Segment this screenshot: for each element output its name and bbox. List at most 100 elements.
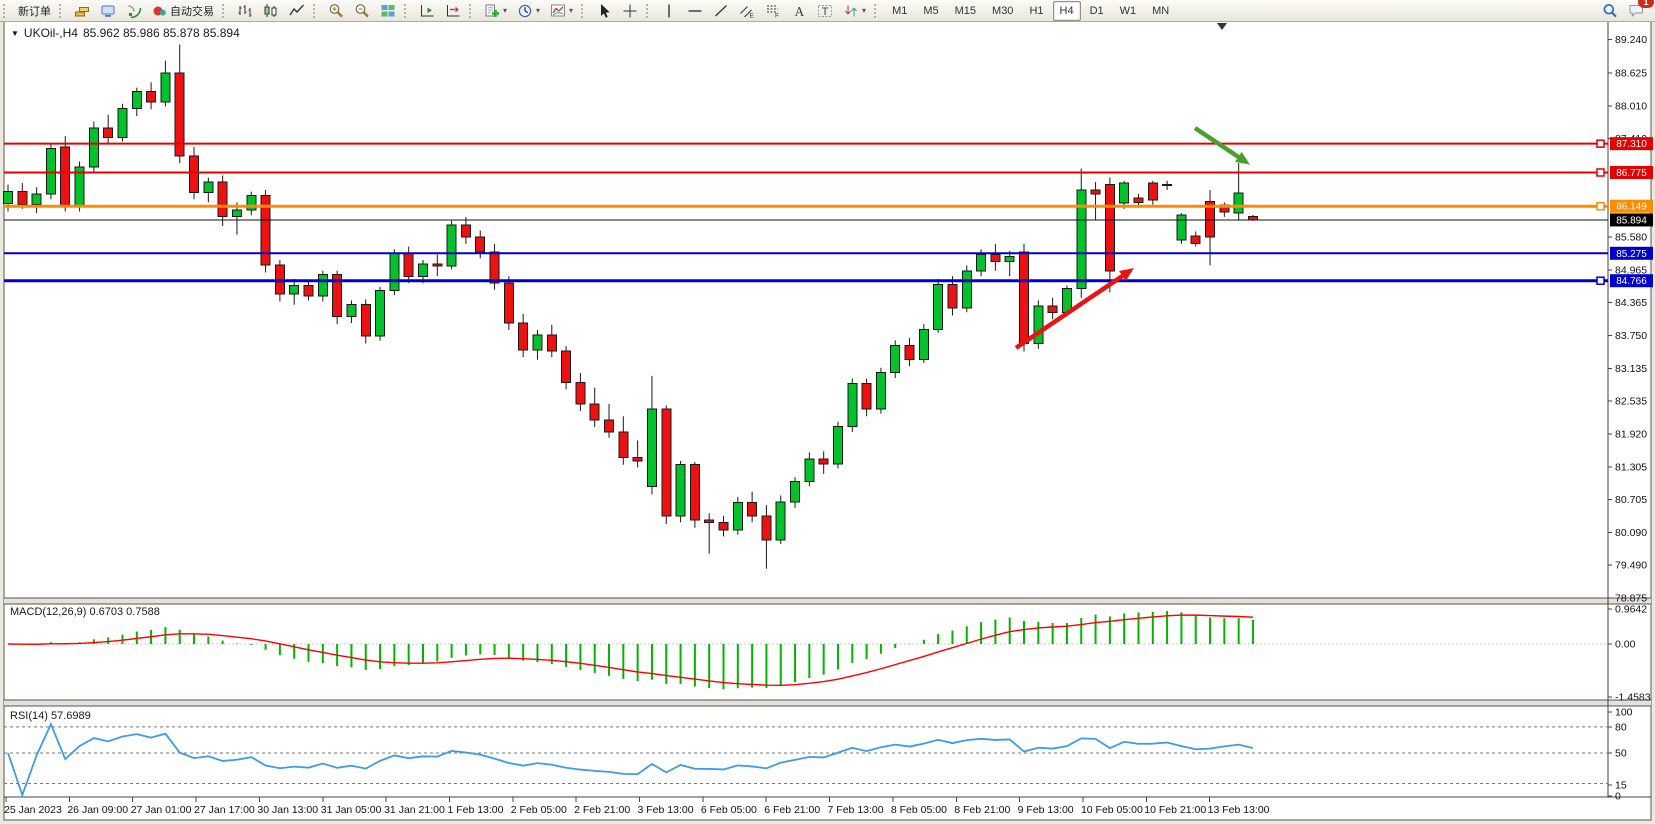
virtual-hosting-button[interactable] xyxy=(96,1,120,21)
trendline-button[interactable] xyxy=(709,1,733,21)
macd-signal-line xyxy=(7,614,1254,686)
bar-chart-button[interactable] xyxy=(233,1,257,21)
periods-button[interactable]: ▾ xyxy=(513,1,544,21)
bull-candle xyxy=(732,501,743,531)
dropdown-caret-icon[interactable]: ▾ xyxy=(503,6,508,15)
bull-candle xyxy=(88,127,99,168)
rsi-indicator-label: RSI(14) 57.6989 xyxy=(10,710,91,722)
templates-indicators-button[interactable]: ▾ xyxy=(546,1,577,21)
chart-menu-triangle-icon[interactable]: ▼ xyxy=(11,28,19,38)
crosshair-button[interactable] xyxy=(618,1,642,21)
fibonacci-button[interactable]: F xyxy=(761,1,785,21)
bear-candle xyxy=(1247,215,1258,221)
line-handle[interactable] xyxy=(1596,139,1605,148)
time-tick-label: 6 Feb 05:00 xyxy=(701,804,757,816)
bear-candle xyxy=(1104,184,1115,272)
timeframe-button-m1[interactable]: M1 xyxy=(892,4,908,17)
auto-scroll-button[interactable] xyxy=(415,1,439,21)
bear-candle xyxy=(689,464,700,521)
candlestick-chart-button[interactable] xyxy=(259,1,283,21)
signals-button[interactable] xyxy=(122,1,146,21)
search-button[interactable] xyxy=(1598,1,1622,21)
line-handle[interactable] xyxy=(1596,276,1605,285)
price-tag-85.275: 85.275 xyxy=(1610,246,1653,260)
bear-candle xyxy=(460,224,471,238)
bear-candle xyxy=(589,403,600,421)
timeframe-button-h1[interactable]: H1 xyxy=(1029,4,1044,17)
equidistant-channel-button[interactable]: E xyxy=(735,1,759,21)
timeframe-button-mn[interactable]: MN xyxy=(1152,4,1170,17)
timeframe-button-m30[interactable]: M30 xyxy=(992,4,1014,17)
bull-candle xyxy=(117,108,128,139)
horizontal-lines-layer[interactable]: 87.310 86.775 86.149 85.894 85.275 84.766 xyxy=(4,137,1653,288)
bull-candle xyxy=(417,263,428,278)
macd-axis: 0.9642 0.00 -1.4583 xyxy=(1608,604,1651,704)
price-tag-85.894: 85.894 xyxy=(1610,213,1653,227)
toolbar-grip xyxy=(59,3,65,18)
dropdown-caret-icon[interactable]: ▾ xyxy=(569,6,574,15)
timeframe-button-m15[interactable]: M15 xyxy=(954,4,977,17)
bear-candle xyxy=(1047,305,1058,313)
text-label-button[interactable]: T xyxy=(813,1,837,21)
arrows-button[interactable]: ▾ xyxy=(839,1,870,21)
green-arrow[interactable] xyxy=(1193,126,1250,165)
gold-button[interactable] xyxy=(70,1,94,21)
zoom-in-button[interactable] xyxy=(324,1,348,21)
red-arrow[interactable] xyxy=(1014,268,1134,350)
zoom-out-button[interactable] xyxy=(350,1,374,21)
bear-candle xyxy=(489,251,500,284)
price-tick-label: 81.920 xyxy=(1615,429,1647,441)
new-chart-button[interactable]: ▾ xyxy=(480,1,511,21)
price-tick-label: 80.705 xyxy=(1615,494,1647,506)
tile-windows-button[interactable] xyxy=(376,1,400,21)
timeframe-button-m5[interactable]: M5 xyxy=(923,4,939,17)
vertical-line-button[interactable] xyxy=(657,1,681,21)
timeframe-button-d1[interactable]: D1 xyxy=(1089,4,1104,17)
bull-candle xyxy=(1004,255,1015,263)
pane-separator[interactable] xyxy=(4,699,1651,707)
chart-shift-marker-icon[interactable] xyxy=(1217,23,1227,30)
dropdown-caret-icon[interactable]: ▾ xyxy=(536,6,541,15)
bear-candle xyxy=(403,252,414,278)
time-tick-label: 8 Feb 21:00 xyxy=(954,804,1010,816)
line-handle[interactable] xyxy=(1596,201,1605,211)
new-order-button[interactable]: 新订单 xyxy=(18,5,51,18)
time-tick-label: 31 Jan 05:00 xyxy=(321,804,382,816)
toolbar-grip xyxy=(469,3,475,18)
bull-candle xyxy=(933,283,944,331)
chart-ohlc-values: 85.962 85.986 85.878 85.894 xyxy=(82,26,240,40)
svg-text:E: E xyxy=(750,12,755,19)
text-button[interactable]: A xyxy=(787,1,811,21)
pane-separator[interactable] xyxy=(4,597,1651,605)
bear-candle xyxy=(1205,200,1216,238)
cursor-button[interactable] xyxy=(592,1,616,21)
time-tick-label: 3 Feb 13:00 xyxy=(638,804,694,816)
bull-candle xyxy=(875,372,886,410)
price-tag-87.310: 87.310 xyxy=(1610,137,1653,151)
timeframe-button-h4[interactable]: H4 xyxy=(1052,0,1081,21)
svg-text:A: A xyxy=(795,4,805,19)
line-chart-button[interactable] xyxy=(285,1,309,21)
chart-title: ▼ UKOil-,H4 85.962 85.986 85.878 85.894 xyxy=(11,26,240,40)
svg-text:0: 0 xyxy=(1615,791,1621,803)
autotrading-button[interactable]: 自动交易 xyxy=(148,1,218,21)
time-tick-label: 2 Feb 05:00 xyxy=(511,804,567,816)
time-tick-label: 13 Feb 13:00 xyxy=(1208,804,1270,816)
bull-candle xyxy=(532,334,543,351)
time-axis[interactable]: 25 Jan 2023 26 Jan 09:00 27 Jan 01:00 27 Ja… xyxy=(4,797,1270,816)
price-tick-label: 88.625 xyxy=(1615,67,1647,79)
timeframe-button-w1[interactable]: W1 xyxy=(1119,4,1137,17)
price-tick-label: 80.090 xyxy=(1615,527,1647,539)
bull-candle xyxy=(1119,182,1130,204)
dropdown-caret-icon[interactable]: ▾ xyxy=(862,6,867,15)
notification-badge: 1 xyxy=(1638,0,1654,8)
horizontal-line-button[interactable] xyxy=(683,1,707,21)
svg-text:50: 50 xyxy=(1615,748,1627,760)
time-tick-label: 6 Feb 21:00 xyxy=(764,804,820,816)
bull-candle xyxy=(375,290,386,337)
toolbar: 新订单 自动交易 ▾ ▾ ▾ E F A T ▾ M1 M5 M15 M30 H1 H4 D1 W1 MN 1 xyxy=(0,0,1655,22)
chart-shift-button[interactable] xyxy=(441,1,465,21)
chart-symbol-period: UKOil-,H4 xyxy=(23,26,78,40)
line-handle[interactable] xyxy=(1596,168,1605,177)
